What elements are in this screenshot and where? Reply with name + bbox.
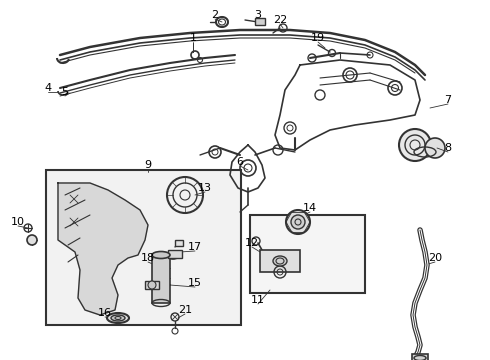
Bar	[152, 255, 170, 303]
Text: 7: 7	[444, 95, 452, 105]
Text: 1: 1	[190, 33, 196, 43]
Bar	[255, 18, 265, 25]
Polygon shape	[58, 183, 148, 315]
Text: 22: 22	[273, 15, 287, 25]
Text: 6: 6	[237, 157, 244, 167]
Bar	[145, 281, 159, 289]
Text: 20: 20	[428, 253, 442, 263]
Circle shape	[148, 281, 156, 289]
Text: 13: 13	[198, 183, 212, 193]
Text: 12: 12	[245, 238, 259, 248]
Text: 3: 3	[254, 10, 262, 20]
Text: 15: 15	[188, 278, 202, 288]
Text: 8: 8	[444, 143, 452, 153]
Bar	[412, 354, 428, 360]
Circle shape	[425, 138, 445, 158]
Text: 18: 18	[141, 253, 155, 263]
Ellipse shape	[111, 315, 125, 321]
Text: 21: 21	[178, 305, 192, 315]
Text: 5: 5	[62, 87, 69, 97]
Circle shape	[286, 210, 310, 234]
Text: 19: 19	[311, 33, 325, 43]
Text: 17: 17	[188, 242, 202, 252]
Text: 16: 16	[98, 308, 112, 318]
Bar	[168, 250, 182, 258]
Circle shape	[291, 215, 305, 229]
Text: 9: 9	[145, 160, 151, 170]
Bar	[175, 240, 183, 246]
Text: 14: 14	[303, 203, 317, 213]
Ellipse shape	[167, 251, 179, 259]
Text: 11: 11	[251, 295, 265, 305]
Bar	[250, 215, 365, 293]
Bar	[260, 250, 300, 272]
Ellipse shape	[273, 256, 287, 266]
Text: 10: 10	[11, 217, 25, 227]
Circle shape	[399, 129, 431, 161]
Bar	[46, 170, 241, 325]
Ellipse shape	[152, 252, 170, 258]
Text: 2: 2	[212, 10, 219, 20]
Text: 4: 4	[45, 83, 51, 93]
Ellipse shape	[107, 313, 129, 323]
Circle shape	[27, 235, 37, 245]
